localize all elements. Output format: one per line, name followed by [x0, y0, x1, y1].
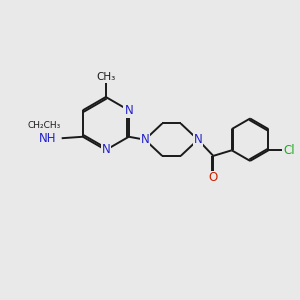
Text: O: O: [209, 172, 218, 184]
Text: CH₂CH₃: CH₂CH₃: [27, 121, 61, 130]
Text: N: N: [141, 133, 149, 146]
Text: Cl: Cl: [283, 144, 295, 157]
Text: NH: NH: [39, 132, 56, 145]
Text: N: N: [194, 133, 202, 146]
Text: CH₃: CH₃: [96, 72, 116, 82]
Text: N: N: [101, 143, 110, 157]
Text: N: N: [124, 104, 133, 117]
